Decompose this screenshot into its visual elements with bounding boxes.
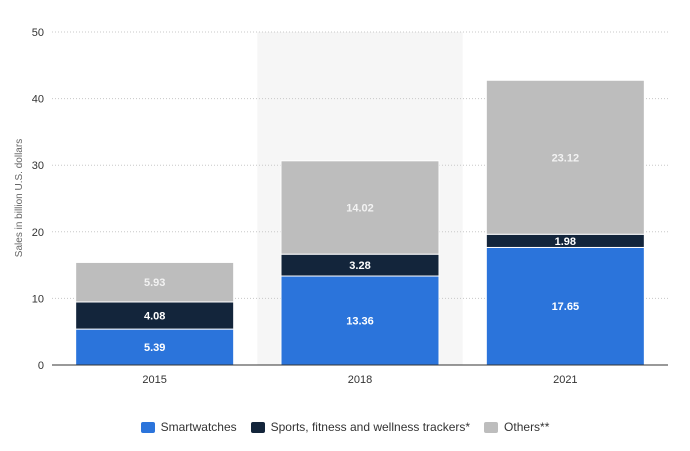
bar-2021-series-0[interactable] xyxy=(485,246,645,366)
y-axis-label: Sales in billion U.S. dollars xyxy=(14,139,25,257)
data-label-2018-series-1: 3.28 xyxy=(349,260,370,272)
data-labels: 5.39 4.08 5.93 13.36 3.28 14.02 17.65 1.98 23.12 xyxy=(144,152,579,354)
y-tick-50: 50 xyxy=(32,27,44,39)
legend-swatch-smartwatches xyxy=(140,421,155,433)
legend-label-smartwatches: Smartwatches xyxy=(160,420,237,434)
bar-2015-series-1[interactable] xyxy=(75,301,235,330)
data-label-2018-series-0: 13.36 xyxy=(346,316,374,328)
legend-item-smartwatches[interactable]: Smartwatches xyxy=(140,420,237,434)
x-tick-2021: 2021 xyxy=(553,374,577,386)
legend-label-trackers: Sports, fitness and wellness trackers* xyxy=(270,420,471,434)
legend-swatch-others xyxy=(484,421,499,433)
bar-2021-series-2[interactable] xyxy=(485,79,645,235)
legend-swatch-trackers xyxy=(250,421,265,433)
data-label-2015-series-2: 5.93 xyxy=(144,277,165,289)
bar-2018-series-0[interactable] xyxy=(280,275,440,366)
legend: Smartwatches Sports, fitness and wellnes… xyxy=(0,420,690,434)
y-tick-20: 20 xyxy=(32,227,44,239)
data-label-2015-series-1: 4.08 xyxy=(144,311,165,323)
bars xyxy=(75,79,645,366)
data-label-2021-series-1: 1.98 xyxy=(555,236,576,248)
data-label-2021-series-2: 23.12 xyxy=(552,152,580,164)
legend-label-others: Others** xyxy=(504,420,550,434)
stacked-bar-chart: 0 10 20 30 40 50 Sales in billion U.S. dollar… xyxy=(14,27,668,386)
x-tick-2015: 2015 xyxy=(142,374,166,386)
y-tick-0: 0 xyxy=(38,360,44,372)
legend-item-others[interactable]: Others** xyxy=(484,420,549,434)
y-tick-10: 10 xyxy=(32,293,44,305)
y-tick-40: 40 xyxy=(32,94,44,106)
bar-2018-series-2[interactable] xyxy=(280,160,440,255)
legend-item-trackers[interactable]: Sports, fitness and wellness trackers* xyxy=(250,420,471,434)
y-axis-ticks: 0 10 20 30 40 50 xyxy=(32,27,44,372)
bar-2015-series-2[interactable] xyxy=(75,261,235,303)
data-label-2021-series-0: 17.65 xyxy=(552,301,580,313)
data-label-2015-series-0: 5.39 xyxy=(144,342,165,354)
data-label-2018-series-2: 14.02 xyxy=(346,202,374,214)
x-axis-ticks: 2015 2018 2021 xyxy=(142,374,577,386)
y-tick-30: 30 xyxy=(32,160,44,172)
x-tick-2018: 2018 xyxy=(348,374,372,386)
